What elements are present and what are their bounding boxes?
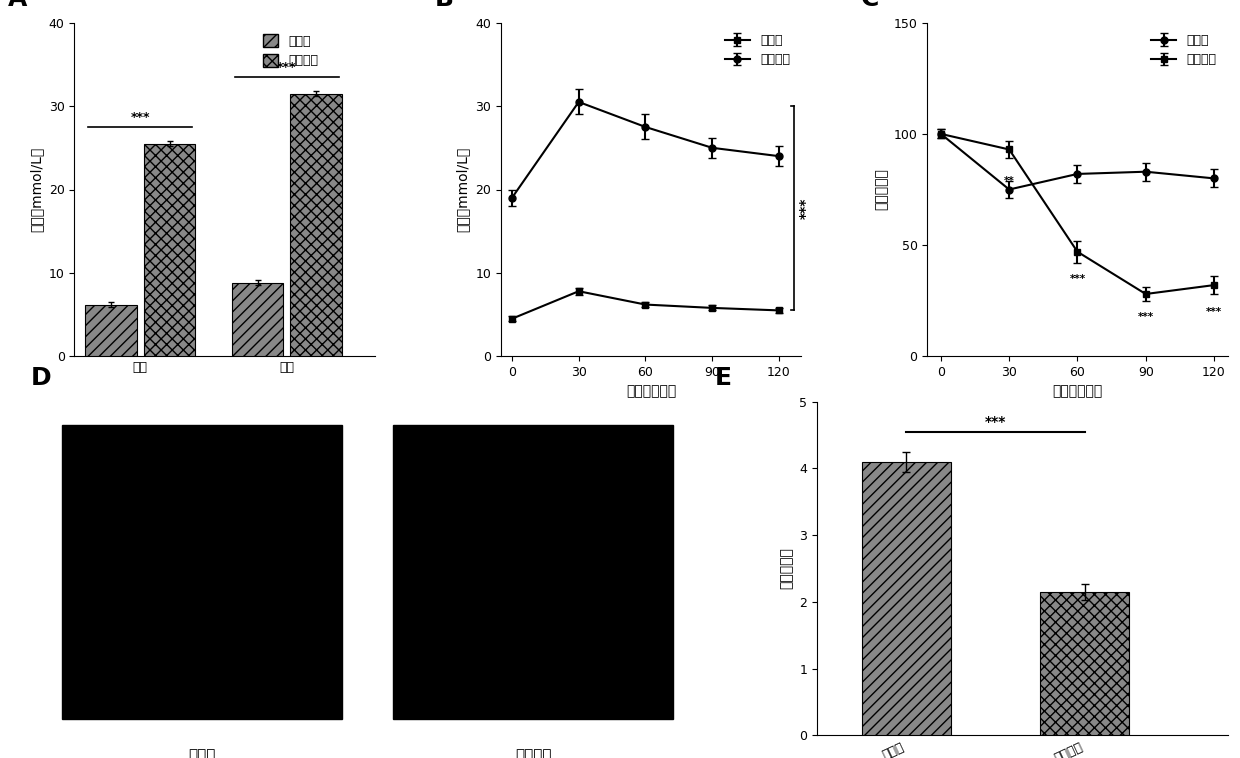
Text: C: C [862, 0, 879, 11]
Text: **: ** [1004, 176, 1014, 186]
Bar [86, 305, 136, 356]
X-axis label: 时间（分钟）: 时间（分钟） [1053, 384, 1102, 399]
Y-axis label: 血清胰岛素: 血清胰岛素 [780, 547, 794, 590]
Text: B: B [435, 0, 454, 11]
X-axis label: 时间（分钟）: 时间（分钟） [626, 384, 676, 399]
Text: ***: *** [1205, 307, 1221, 318]
Text: ***: *** [1137, 312, 1153, 322]
Legend: 正常组, 糖尿病组: 正常组, 糖尿病组 [258, 29, 324, 73]
Bar [1040, 592, 1130, 735]
Bar [232, 283, 283, 356]
Bar [290, 94, 342, 356]
Text: E: E [714, 366, 732, 390]
Y-axis label: 血糖（mmol/L）: 血糖（mmol/L） [455, 147, 470, 232]
Y-axis label: 血糖（mmol/L）: 血糖（mmol/L） [30, 147, 43, 232]
FancyBboxPatch shape [393, 425, 673, 719]
Legend: 正常组, 糖尿病组: 正常组, 糖尿病组 [720, 29, 795, 71]
Legend: 正常组, 糖尿病组: 正常组, 糖尿病组 [1146, 29, 1221, 71]
Text: ***: *** [799, 198, 813, 219]
Text: 正常组: 正常组 [188, 749, 216, 758]
Text: ***: *** [277, 61, 296, 74]
Y-axis label: 血糖百分比: 血糖百分比 [874, 168, 888, 211]
Text: ***: *** [985, 415, 1006, 429]
Text: ***: *** [130, 111, 150, 124]
FancyBboxPatch shape [62, 425, 342, 719]
Text: A: A [9, 0, 27, 11]
Bar [144, 144, 195, 356]
Text: D: D [31, 366, 51, 390]
Text: 糖尿病组: 糖尿病组 [515, 749, 552, 758]
Bar [862, 462, 951, 735]
Text: ***: *** [1069, 274, 1085, 284]
